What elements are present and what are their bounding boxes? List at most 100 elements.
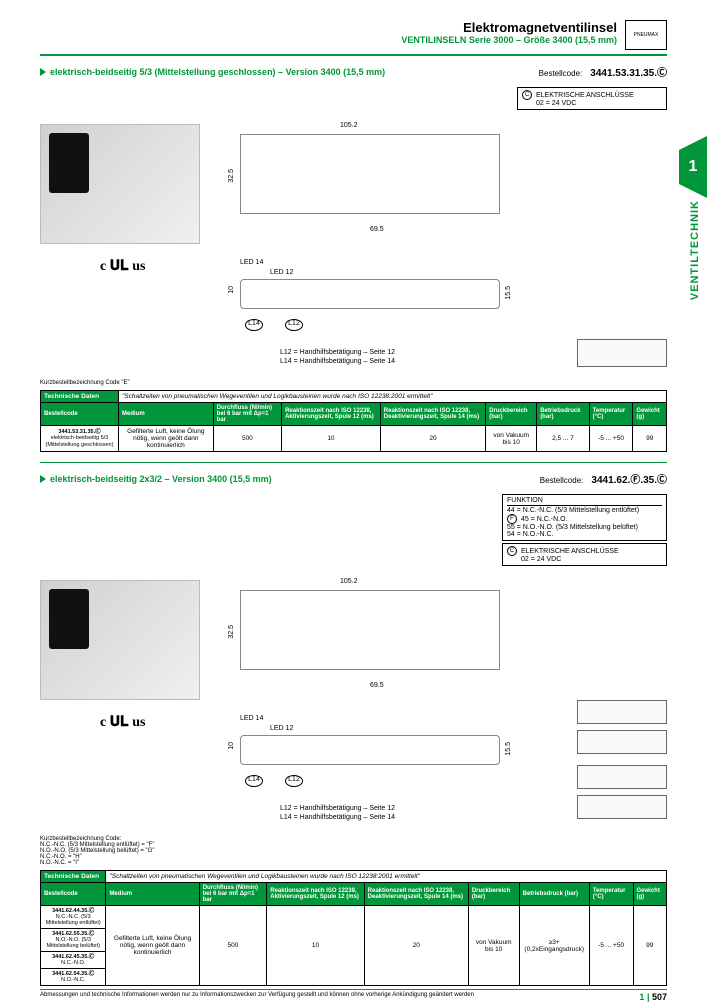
- l14-label-1: L14: [245, 319, 263, 331]
- tbl2-r0-range: von Vakuum bis 10: [468, 906, 519, 986]
- ul-mark-2: c 𝐔𝐋 us: [100, 715, 145, 731]
- tbl2-heading: Technische Daten: [41, 871, 106, 883]
- section-2-title-text: elektrisch-beidseitig 2x3/2 – Version 34…: [50, 474, 272, 484]
- tbl2-r0-flow: 500: [199, 906, 267, 986]
- section-2-title: elektrisch-beidseitig 2x3/2 – Version 34…: [40, 474, 272, 484]
- dim-w-1: 105.2: [340, 122, 358, 129]
- tbl1-col6: Betriebsdruck (bar): [537, 403, 589, 426]
- conn-value-1: 02 = 24 VDC: [522, 100, 662, 107]
- order-label: Bestellcode:: [539, 69, 583, 78]
- order-code-1-value: 3441.53.31.35.Ⓒ: [590, 68, 667, 79]
- note2-1: L14 = Handhilfsbetätigung – Seite 14: [280, 358, 395, 365]
- dim-side-h-1: 15.5: [505, 286, 512, 300]
- dim-base-2: 69.5: [370, 682, 384, 689]
- conn-heading-2: ELEKTRISCHE ANSCHLÜSSE: [521, 548, 619, 555]
- product-photo-2: [40, 580, 200, 700]
- led12-label-2: LED 12: [270, 725, 293, 732]
- dim-side-w-1: 10: [228, 286, 235, 294]
- pneumatic-symbol-2b: [577, 730, 667, 754]
- tbl1-r0-temp: -5 ... +50: [589, 426, 633, 452]
- side-drawing-1: [240, 279, 500, 309]
- order-label-2: Bestellcode:: [540, 476, 584, 485]
- tbl2-col6: Betriebsdruck (bar): [519, 883, 589, 906]
- section-1-title: elektrisch-beidseitig 5/3 (Mittelstellun…: [40, 67, 385, 77]
- tbl1-col1: Medium: [118, 403, 213, 426]
- tbl2-col4: Reaktionszeit nach ISO 12238, Deaktivier…: [364, 883, 468, 906]
- order-code-1: Bestellcode: 3441.53.31.35.Ⓒ: [539, 64, 667, 79]
- circle-c-icon: C: [507, 546, 517, 556]
- tbl2-col3: Reaktionszeit nach ISO 12238, Aktivierun…: [267, 883, 364, 906]
- tbl1-col5: Druckbereich (bar): [486, 403, 537, 426]
- diagram-area-1: c 𝐔𝐋 us 105.2 32.5 69.5 LED 14 LED 12 10…: [40, 114, 667, 374]
- section-1-title-text: elektrisch-beidseitig 5/3 (Mittelstellun…: [50, 67, 385, 77]
- tbl2-col8: Gewicht (g): [633, 883, 667, 906]
- tbl1-caption: "Schaltzeiten von pneumatischen Wegevent…: [118, 391, 666, 403]
- chapter-tab: 1: [679, 150, 707, 184]
- circle-f-icon: F: [507, 514, 517, 524]
- conn-heading-1: ELEKTRISCHE ANSCHLÜSSE: [536, 92, 634, 99]
- tbl2-r0-temp: -5 ... +50: [589, 906, 633, 986]
- triangle-icon: [40, 68, 46, 76]
- pneumatic-symbol-2a: [577, 700, 667, 724]
- tbl1-col8: Gewicht (g): [633, 403, 667, 426]
- footer-chapter: 1: [639, 992, 644, 1002]
- conn-value-2: 02 = 24 VDC: [507, 556, 662, 563]
- front-drawing-2: [240, 590, 500, 670]
- tbl2-r0-op: ≥3+(0,2xEingangsdruck): [519, 906, 589, 986]
- tbl2-col7: Temperatur (°C): [589, 883, 633, 906]
- tbl1-r0-on: 10: [282, 426, 381, 452]
- tbl1-r0-off: 20: [380, 426, 485, 452]
- function-box: FUNKTION 44 = N.C.-N.C. (5/3 Mittelstell…: [502, 494, 667, 541]
- footer-page: 1 | 507: [639, 992, 667, 1002]
- pneumatic-symbol-2c: [577, 765, 667, 789]
- tbl1-r0-flow: 500: [213, 426, 281, 452]
- tbl2-r0-wt: 99: [633, 906, 667, 986]
- l12-label-2: L12: [285, 775, 303, 787]
- divider: [40, 54, 667, 56]
- tbl1-r0-wt: 99: [633, 426, 667, 452]
- led12-label-1: LED 12: [270, 269, 293, 276]
- tbl1-col0: Bestellcode: [41, 403, 119, 426]
- short-code-note-2: Kurzbestellbezeichnung Code: N.C.-N.C. (…: [40, 836, 667, 866]
- brand-logo: PNEUMAX: [625, 20, 667, 50]
- dim-w-2: 105.2: [340, 578, 358, 585]
- tbl1-r0-medium: Gefilterte Luft, keine Ölung nötig, wenn…: [118, 426, 213, 452]
- page: 1 VENTILTECHNIK Elektromagnetventilinsel…: [0, 0, 707, 1006]
- triangle-icon: [40, 475, 46, 483]
- tbl2-r3-sub: N.O.-N.C.: [61, 977, 85, 983]
- tbl2-col5: Druckbereich (bar): [468, 883, 519, 906]
- tbl2-r0-off: 20: [364, 906, 468, 986]
- tbl1-r0-range: von Vakuum bis 10: [486, 426, 537, 452]
- tbl1-col4: Reaktionszeit nach ISO 12238, Deaktivier…: [380, 403, 485, 426]
- tbl2-r0-medium: Gefilterte Luft, keine Ölung nötig, wenn…: [106, 906, 199, 986]
- table-row: 3441.53.31.35.Ⓒelektrisch-beidseitig 5/3…: [41, 426, 667, 452]
- diagram-area-2: c 𝐔𝐋 us 105.2 32.5 69.5 LED 14 LED 12 10…: [40, 570, 667, 830]
- circle-c-icon: C: [522, 90, 532, 100]
- section-2-head: elektrisch-beidseitig 2x3/2 – Version 34…: [40, 471, 667, 486]
- tbl1-col2: Durchfluss (Nl/min) bei 6 bar mit Δp=1 b…: [213, 403, 281, 426]
- dim-side-h-2: 15.5: [505, 742, 512, 756]
- tbl2-r0-on: 10: [267, 906, 364, 986]
- tbl2-col2: Durchfluss (Nl/min) bei 6 bar mit Δp=1 b…: [199, 883, 267, 906]
- short-2-l4: N.O.-N.C. = "I": [40, 860, 667, 866]
- order-code-2-value: 3441.62.Ⓕ.35.Ⓒ: [591, 475, 667, 486]
- led14-label-1: LED 14: [240, 259, 263, 266]
- dim-base-1: 69.5: [370, 226, 384, 233]
- table-row: 3441.62.44.35.ⒸN.C.-N.C. (5/3 Mittelstel…: [41, 906, 667, 929]
- product-photo-1: [40, 124, 200, 244]
- l12-label-1: L12: [285, 319, 303, 331]
- note2-2: L14 = Handhilfsbetätigung – Seite 14: [280, 814, 395, 821]
- pneumatic-symbol-1: [577, 339, 667, 367]
- tbl2-col1: Medium: [106, 883, 199, 906]
- led14-label-2: LED 14: [240, 715, 263, 722]
- tbl1-heading: Technische Daten: [41, 391, 119, 403]
- short-code-note-1: Kurzbestellbezeichnung Code "E": [40, 380, 667, 386]
- note1-2: L12 = Handhilfsbetätigung – Seite 12: [280, 805, 395, 812]
- front-drawing-1: [240, 134, 500, 214]
- tbl2-r2-sub: N.C.-N.O.: [61, 960, 85, 966]
- footer-pagenum: 507: [652, 992, 667, 1002]
- func-row-1: 45 = N.C.-N.O.: [521, 516, 567, 523]
- side-category: VENTILTECHNIK: [689, 200, 701, 300]
- tbl1-r0-sub: elektrisch-beidseitig 5/3 (Mittelstellun…: [46, 435, 114, 447]
- divider-2: [40, 462, 667, 463]
